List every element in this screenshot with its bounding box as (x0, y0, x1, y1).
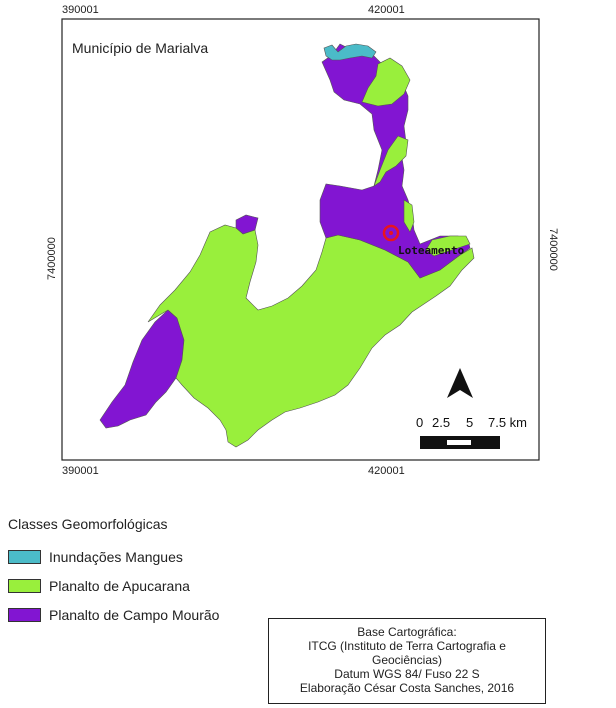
left-y-label: 7400000 (46, 237, 58, 280)
credits-line-5: Elaboração César Costa Sanches, 2016 (299, 681, 515, 695)
scale-label-0: 0 (416, 415, 423, 430)
top-x-label-1: 390001 (62, 4, 99, 16)
legend-item-apucarana: Planalto de Apucarana (8, 571, 268, 600)
legend-item-campo-mourao: Planalto de Campo Mourão (8, 600, 268, 629)
scale-label-2-5: 2.5 (432, 415, 450, 430)
region-planalto-apucarana-north-patch (361, 57, 411, 107)
legend-label-inundacoes: Inundações Mangues (49, 548, 183, 565)
scale-label-5: 5 (466, 415, 473, 430)
credits-box: Base Cartográfica: ITCG (Instituto de Te… (268, 618, 546, 704)
legend-title: Classes Geomorfológicas (8, 516, 168, 532)
legend-label-apucarana: Planalto de Apucarana (49, 577, 190, 594)
region-planalto-apucarana-main (147, 224, 475, 448)
region-planalto-apucarana-east-patch (425, 235, 471, 257)
bottom-x-label-1: 390001 (62, 465, 99, 477)
legend-swatch-campo-mourao (8, 607, 41, 622)
credits-line-2: ITCG (Instituto de Terra Cartografia e (308, 639, 506, 653)
right-y-label: 7400000 (547, 228, 559, 271)
legend-label-campo-mourao: Planalto de Campo Mourão (49, 606, 220, 623)
map-title: Município de Marialva (72, 40, 208, 56)
legend-item-inundacoes: Inundações Mangues (8, 542, 268, 571)
credits-line-1: Base Cartográfica: (357, 625, 457, 639)
bottom-x-label-2: 420001 (368, 465, 405, 477)
location-marker-center (389, 231, 393, 235)
place-label-loteamento: Loteamento (398, 244, 465, 257)
top-x-label-2: 420001 (368, 4, 405, 16)
legend: Classes Geomorfológicas Inundações Mangu… (8, 516, 268, 629)
region-inundacoes-mangues (323, 43, 377, 61)
legend-swatch-apucarana (8, 578, 41, 593)
location-marker-icon (382, 224, 400, 242)
credits-line-4: Datum WGS 84/ Fuso 22 S (334, 667, 480, 681)
scale-label-7-5-km: 7.5 km (488, 415, 527, 430)
region-planalto-apucarana-middle-patch (373, 135, 409, 187)
region-planalto-apucarana-small-patch (403, 199, 415, 233)
scale-bar (420, 436, 500, 449)
north-arrow-icon (447, 368, 473, 398)
legend-swatch-inundacoes (8, 549, 41, 564)
credits-line-3: Geociências) (371, 653, 443, 667)
